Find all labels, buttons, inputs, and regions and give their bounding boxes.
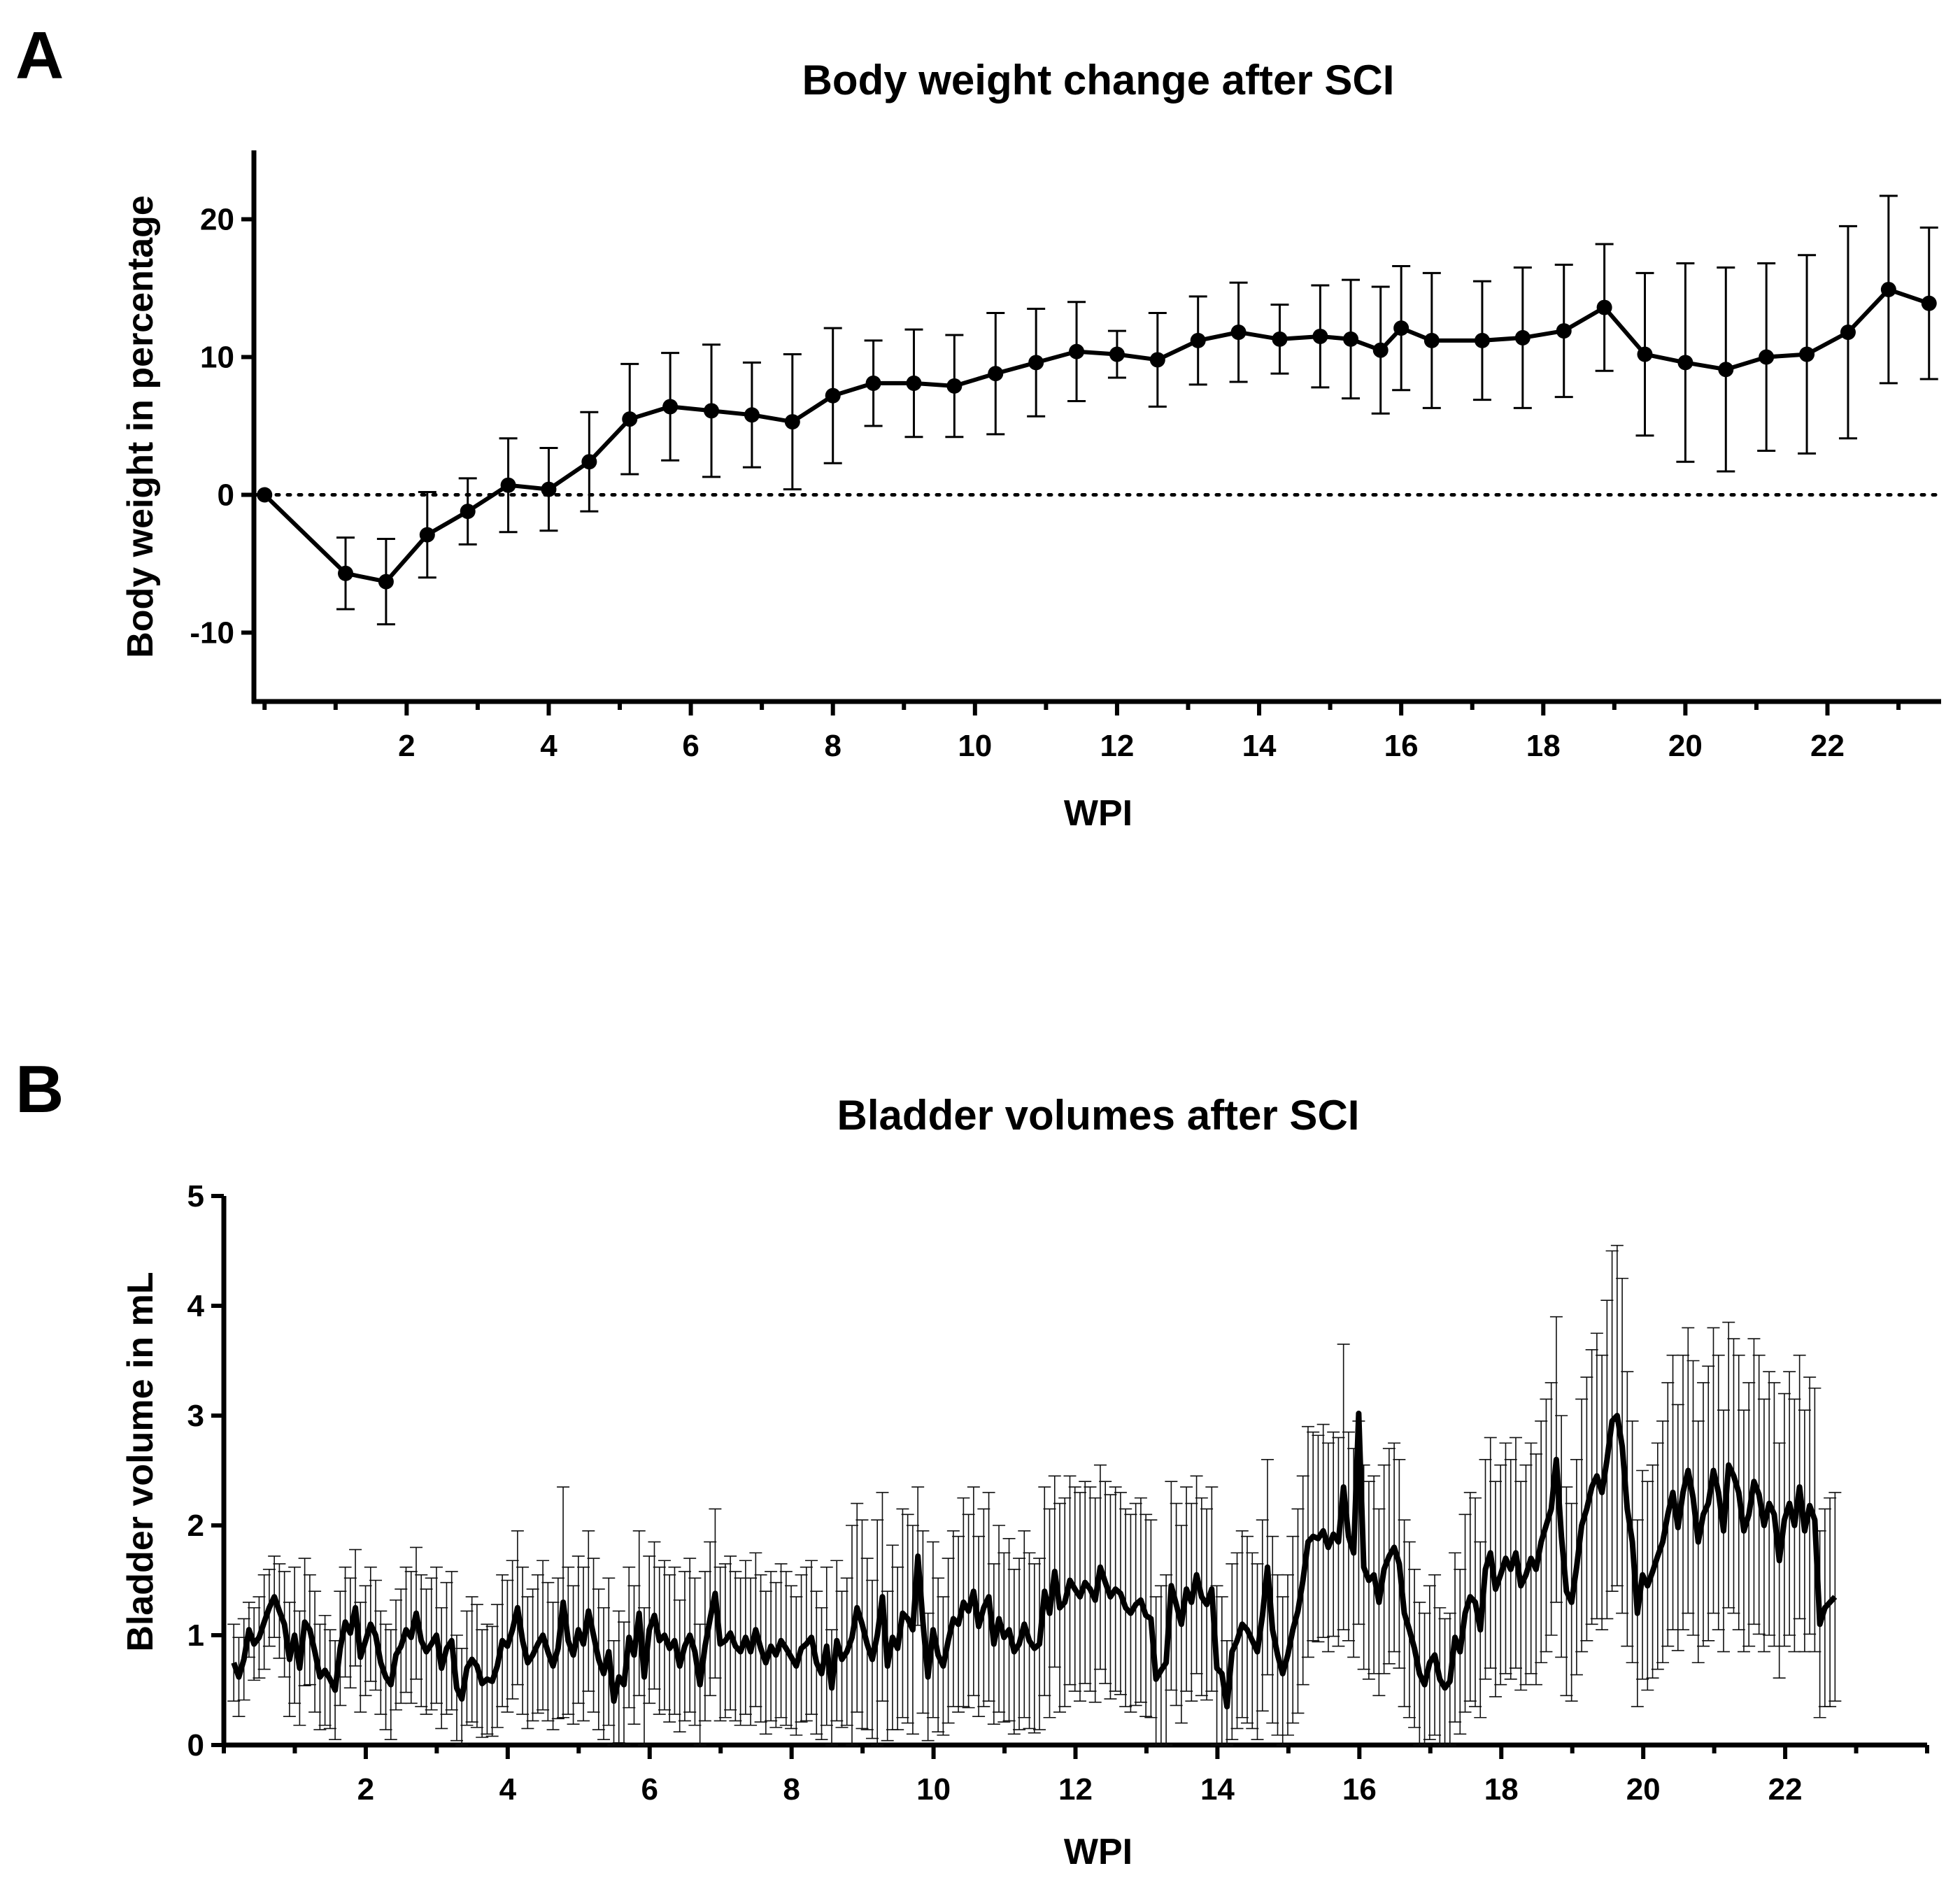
data-point (1718, 362, 1734, 378)
data-point (1423, 332, 1440, 348)
data-point (1637, 346, 1653, 362)
data-point (1840, 325, 1856, 341)
panel-a-y-tick-label: -10 (190, 616, 234, 650)
data-point (784, 414, 800, 430)
data-point (378, 574, 394, 590)
panel-a-ticks: -10 0 10 20 2 4 6 8 10 12 14 16 18 20 22 (190, 203, 1901, 763)
panel-b-x-axis-label: WPI (1064, 1832, 1132, 1872)
data-point (988, 366, 1004, 382)
panel-b-x-tick-label: 10 (916, 1772, 951, 1807)
data-point (1069, 343, 1085, 359)
panel-a-x-tick-label: 10 (958, 729, 992, 763)
panel-b-series-line (231, 1410, 1838, 1710)
data-point (1596, 299, 1612, 315)
panel-a-x-axis-label: WPI (1064, 793, 1132, 834)
data-point (946, 378, 963, 394)
data-point (1272, 331, 1288, 347)
error-bar (1828, 1492, 1842, 1702)
data-point (825, 387, 841, 404)
panel-a-x-tick-label: 4 (540, 729, 558, 763)
panel-b-x-tick-label: 14 (1200, 1772, 1235, 1807)
panel-a-series-line (263, 287, 1930, 584)
data-point (906, 375, 922, 391)
data-point (744, 407, 760, 423)
data-point (1921, 295, 1937, 311)
panel-b-y-tick-label: 0 (187, 1728, 204, 1763)
data-point (622, 411, 638, 427)
data-point (1880, 281, 1896, 297)
panel-a-x-tick-label: 16 (1384, 729, 1419, 763)
panel-a-title: Body weight change after SCI (802, 57, 1395, 104)
panel-a-axes (251, 150, 1941, 704)
panel-b: B Bladder volumes after SCI Bladder volu… (15, 1052, 1929, 1872)
panel-a-x-tick-label: 6 (682, 729, 699, 763)
data-point (541, 481, 557, 497)
panel-b-y-axis-label: Bladder volume in mL (120, 1272, 161, 1651)
panel-b-error-bars (227, 1244, 1842, 1746)
panel-a-y-tick-label: 10 (200, 341, 234, 375)
panel-a-letter: A (15, 18, 64, 93)
panel-a-points (257, 281, 1937, 590)
panel-b-x-tick-label: 2 (357, 1772, 374, 1807)
panel-b-x-tick-label: 6 (641, 1772, 658, 1807)
panel-b-y-tick-label: 4 (187, 1289, 205, 1323)
data-point (1372, 342, 1389, 358)
panel-a-x-tick-label: 12 (1100, 729, 1134, 763)
data-point (257, 487, 273, 503)
panel-a-y-axis-label: Body weight in percentage (120, 195, 161, 658)
data-point (1556, 323, 1572, 339)
panel-a-x-tick-label: 22 (1810, 729, 1845, 763)
data-point (1799, 346, 1815, 362)
panel-a-y-tick-label: 20 (200, 203, 234, 237)
data-point (1677, 355, 1693, 371)
panel-a-x-tick-label: 14 (1242, 729, 1277, 763)
panel-b-y-tick-label: 5 (187, 1179, 204, 1213)
body-weight-line (263, 287, 1930, 584)
panel-a-x-tick-label: 18 (1526, 729, 1561, 763)
data-point (1230, 325, 1247, 341)
data-point (662, 399, 679, 415)
panel-b-x-tick-label: 22 (1768, 1772, 1803, 1807)
error-bar (227, 1623, 241, 1702)
panel-b-x-tick-label: 8 (783, 1772, 800, 1807)
panel-b-y-tick-label: 1 (187, 1618, 204, 1653)
bladder-volume-line (231, 1410, 1838, 1710)
panel-b-title: Bladder volumes after SCI (837, 1092, 1360, 1139)
data-point (1109, 346, 1125, 362)
panel-b-x-tick-label: 20 (1626, 1772, 1661, 1807)
data-point (581, 454, 597, 470)
panel-b-x-tick-label: 4 (499, 1772, 517, 1807)
data-point (865, 375, 881, 391)
data-point (1149, 352, 1165, 368)
panel-b-y-tick-label: 2 (187, 1509, 204, 1543)
data-point (1759, 349, 1775, 365)
data-point (1343, 331, 1359, 347)
panel-b-y-tick-label: 3 (187, 1399, 204, 1433)
data-point (500, 477, 516, 493)
data-point (460, 504, 476, 520)
panel-a-error-bars (336, 194, 1938, 626)
panel-a-x-tick-label: 20 (1668, 729, 1703, 763)
panel-a-y-tick-label: 0 (218, 478, 234, 513)
panel-a-x-tick-label: 2 (398, 729, 415, 763)
panel-b-x-tick-label: 16 (1342, 1772, 1377, 1807)
data-point (338, 565, 354, 581)
panel-b-letter: B (15, 1052, 64, 1127)
data-point (419, 527, 435, 543)
panel-a-x-tick-label: 8 (824, 729, 841, 763)
panel-b-x-tick-label: 12 (1058, 1772, 1093, 1807)
data-point (1028, 355, 1044, 371)
data-point (1474, 332, 1490, 348)
panel-a: A Body weight change after SCI Body weig… (15, 18, 1943, 834)
data-point (1514, 329, 1531, 346)
data-point (704, 403, 720, 419)
data-point (1312, 328, 1328, 344)
data-point (1190, 332, 1206, 348)
data-point (1393, 320, 1409, 336)
panel-b-x-tick-label: 18 (1484, 1772, 1519, 1807)
